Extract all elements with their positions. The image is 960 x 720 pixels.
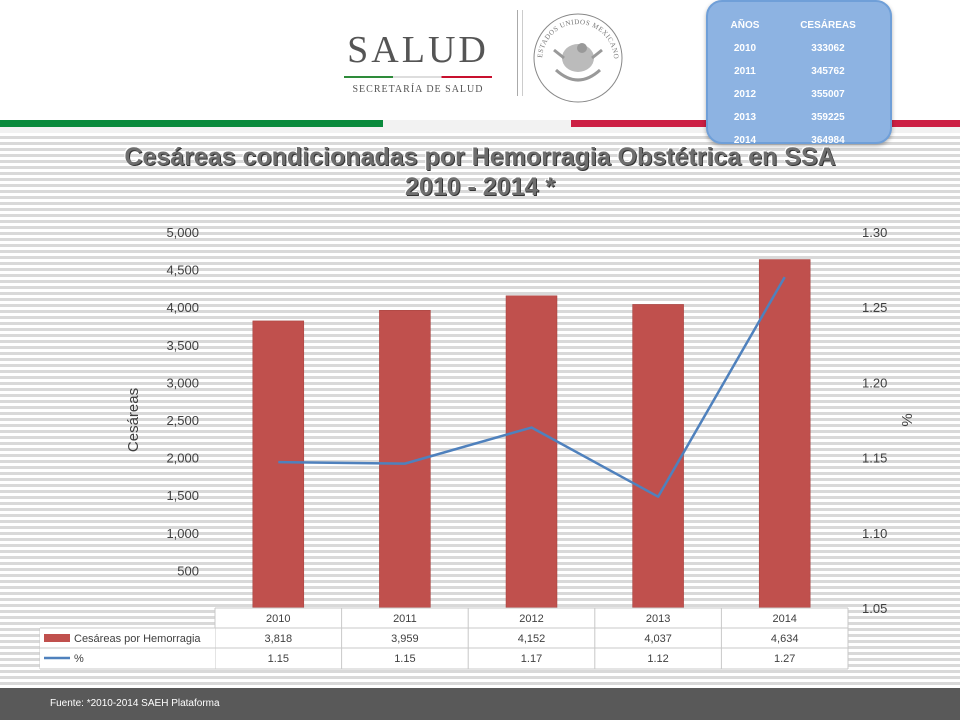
y2-tick-label: 1.25	[862, 300, 887, 315]
footer-source: Fuente: *2010-2014 SAEH Plataforma	[50, 698, 220, 709]
logo-subtitle: SECRETARÍA DE SALUD	[352, 84, 484, 95]
table-row: 2013 359225	[716, 106, 882, 129]
bar	[758, 259, 811, 609]
title-line-1: Cesáreas condicionadas por Hemorragia Ob…	[124, 143, 836, 171]
bar	[505, 295, 558, 609]
summary-year: 2013	[733, 112, 757, 123]
line-data-label: 1.27	[774, 653, 795, 665]
bar	[632, 304, 684, 609]
summary-table: AÑOS CESÁREAS 2010 333062 2011 345762 20…	[716, 14, 882, 152]
summary-table-box: AÑOS CESÁREAS 2010 333062 2011 345762 20…	[706, 0, 892, 146]
bar-data-label: 4,037	[644, 633, 672, 645]
summary-value: 364984	[811, 135, 845, 146]
summary-value: 359225	[811, 112, 845, 123]
summary-value: 333062	[811, 43, 845, 54]
line-data-label: 1.17	[521, 653, 542, 665]
y-tick-label: 5,000	[166, 225, 199, 240]
bar-data-label: 4,634	[771, 633, 799, 645]
header-divider	[517, 10, 523, 96]
y2-tick-label: 1.05	[862, 601, 887, 616]
bar-data-label: 3,959	[391, 633, 419, 645]
title-line-2: 2010 - 2014 *	[404, 173, 556, 201]
y2-tick-label: 1.20	[862, 375, 887, 390]
summary-year: 2011	[734, 66, 756, 77]
salud-logo: SALUD SECRETARÍA DE SALUD	[338, 28, 498, 95]
summary-year: 2012	[733, 89, 757, 100]
x-tick-label: 2010	[266, 613, 290, 625]
table-row: 2014 364984	[716, 129, 882, 152]
summary-table-header: AÑOS CESÁREAS	[716, 14, 882, 37]
y-axis-label: Cesáreas	[125, 388, 142, 452]
legend-bar-swatch	[44, 634, 70, 642]
bar-data-label: 4,152	[518, 633, 546, 645]
table-row: 2010 333062	[716, 37, 882, 60]
logo-word: SALUD	[347, 29, 489, 71]
y-tick-label: 2,500	[166, 413, 199, 428]
y2-tick-label: 1.15	[862, 451, 887, 466]
y-tick-label: 4,500	[166, 263, 199, 278]
header-green-bar	[0, 120, 383, 127]
y2-tick-label: 1.10	[862, 526, 887, 541]
chart: 500 1,000 1,500 2,000 2,500 3,000 3,500 4,000 4,…	[39, 225, 916, 670]
bar-data-label: 3,818	[265, 633, 293, 645]
x-tick-label: 2011	[393, 613, 417, 625]
summary-value: 345762	[811, 66, 845, 77]
y-tick-label: 3,500	[166, 338, 199, 353]
legend-bar-label: Cesáreas por Hemorragia	[74, 633, 201, 645]
table-row: 2011 345762	[716, 60, 882, 83]
line-data-label: 1.12	[647, 653, 668, 665]
page-title: Cesáreas condicionadas por Hemorragia Ob…	[0, 142, 960, 202]
y-tick-label: 500	[177, 563, 199, 578]
y2-axis-label: %	[899, 413, 916, 426]
y-tick-label: 4,000	[166, 300, 199, 315]
summary-year: 2014	[733, 135, 757, 146]
x-tick-label: 2013	[646, 613, 670, 625]
x-tick-label: 2012	[519, 613, 543, 625]
logo-tricolor-line	[344, 76, 492, 78]
summary-header-years: AÑOS	[730, 20, 760, 31]
y-tick-label: 2,000	[166, 451, 199, 466]
x-tick-label: 2014	[772, 613, 796, 625]
data-table-background	[215, 608, 848, 669]
summary-year: 2010	[733, 43, 757, 54]
y-tick-label: 1,500	[166, 488, 199, 503]
table-row: 2012 355007	[716, 83, 882, 106]
mexican-seal-icon: ESTADOS UNIDOS MEXICANOS	[530, 8, 623, 103]
line-data-label: 1.15	[268, 653, 289, 665]
y2-tick-label: 1.30	[862, 225, 887, 240]
footer: Fuente: *2010-2014 SAEH Plataforma	[0, 688, 960, 720]
summary-header-cesareas: CESÁREAS	[800, 20, 856, 31]
y-tick-label: 3,000	[166, 375, 199, 390]
summary-value: 355007	[811, 89, 845, 100]
y-tick-label: 1,000	[166, 526, 199, 541]
line-data-label: 1.15	[394, 653, 415, 665]
legend-line-label: %	[74, 653, 84, 665]
bar	[252, 320, 305, 609]
